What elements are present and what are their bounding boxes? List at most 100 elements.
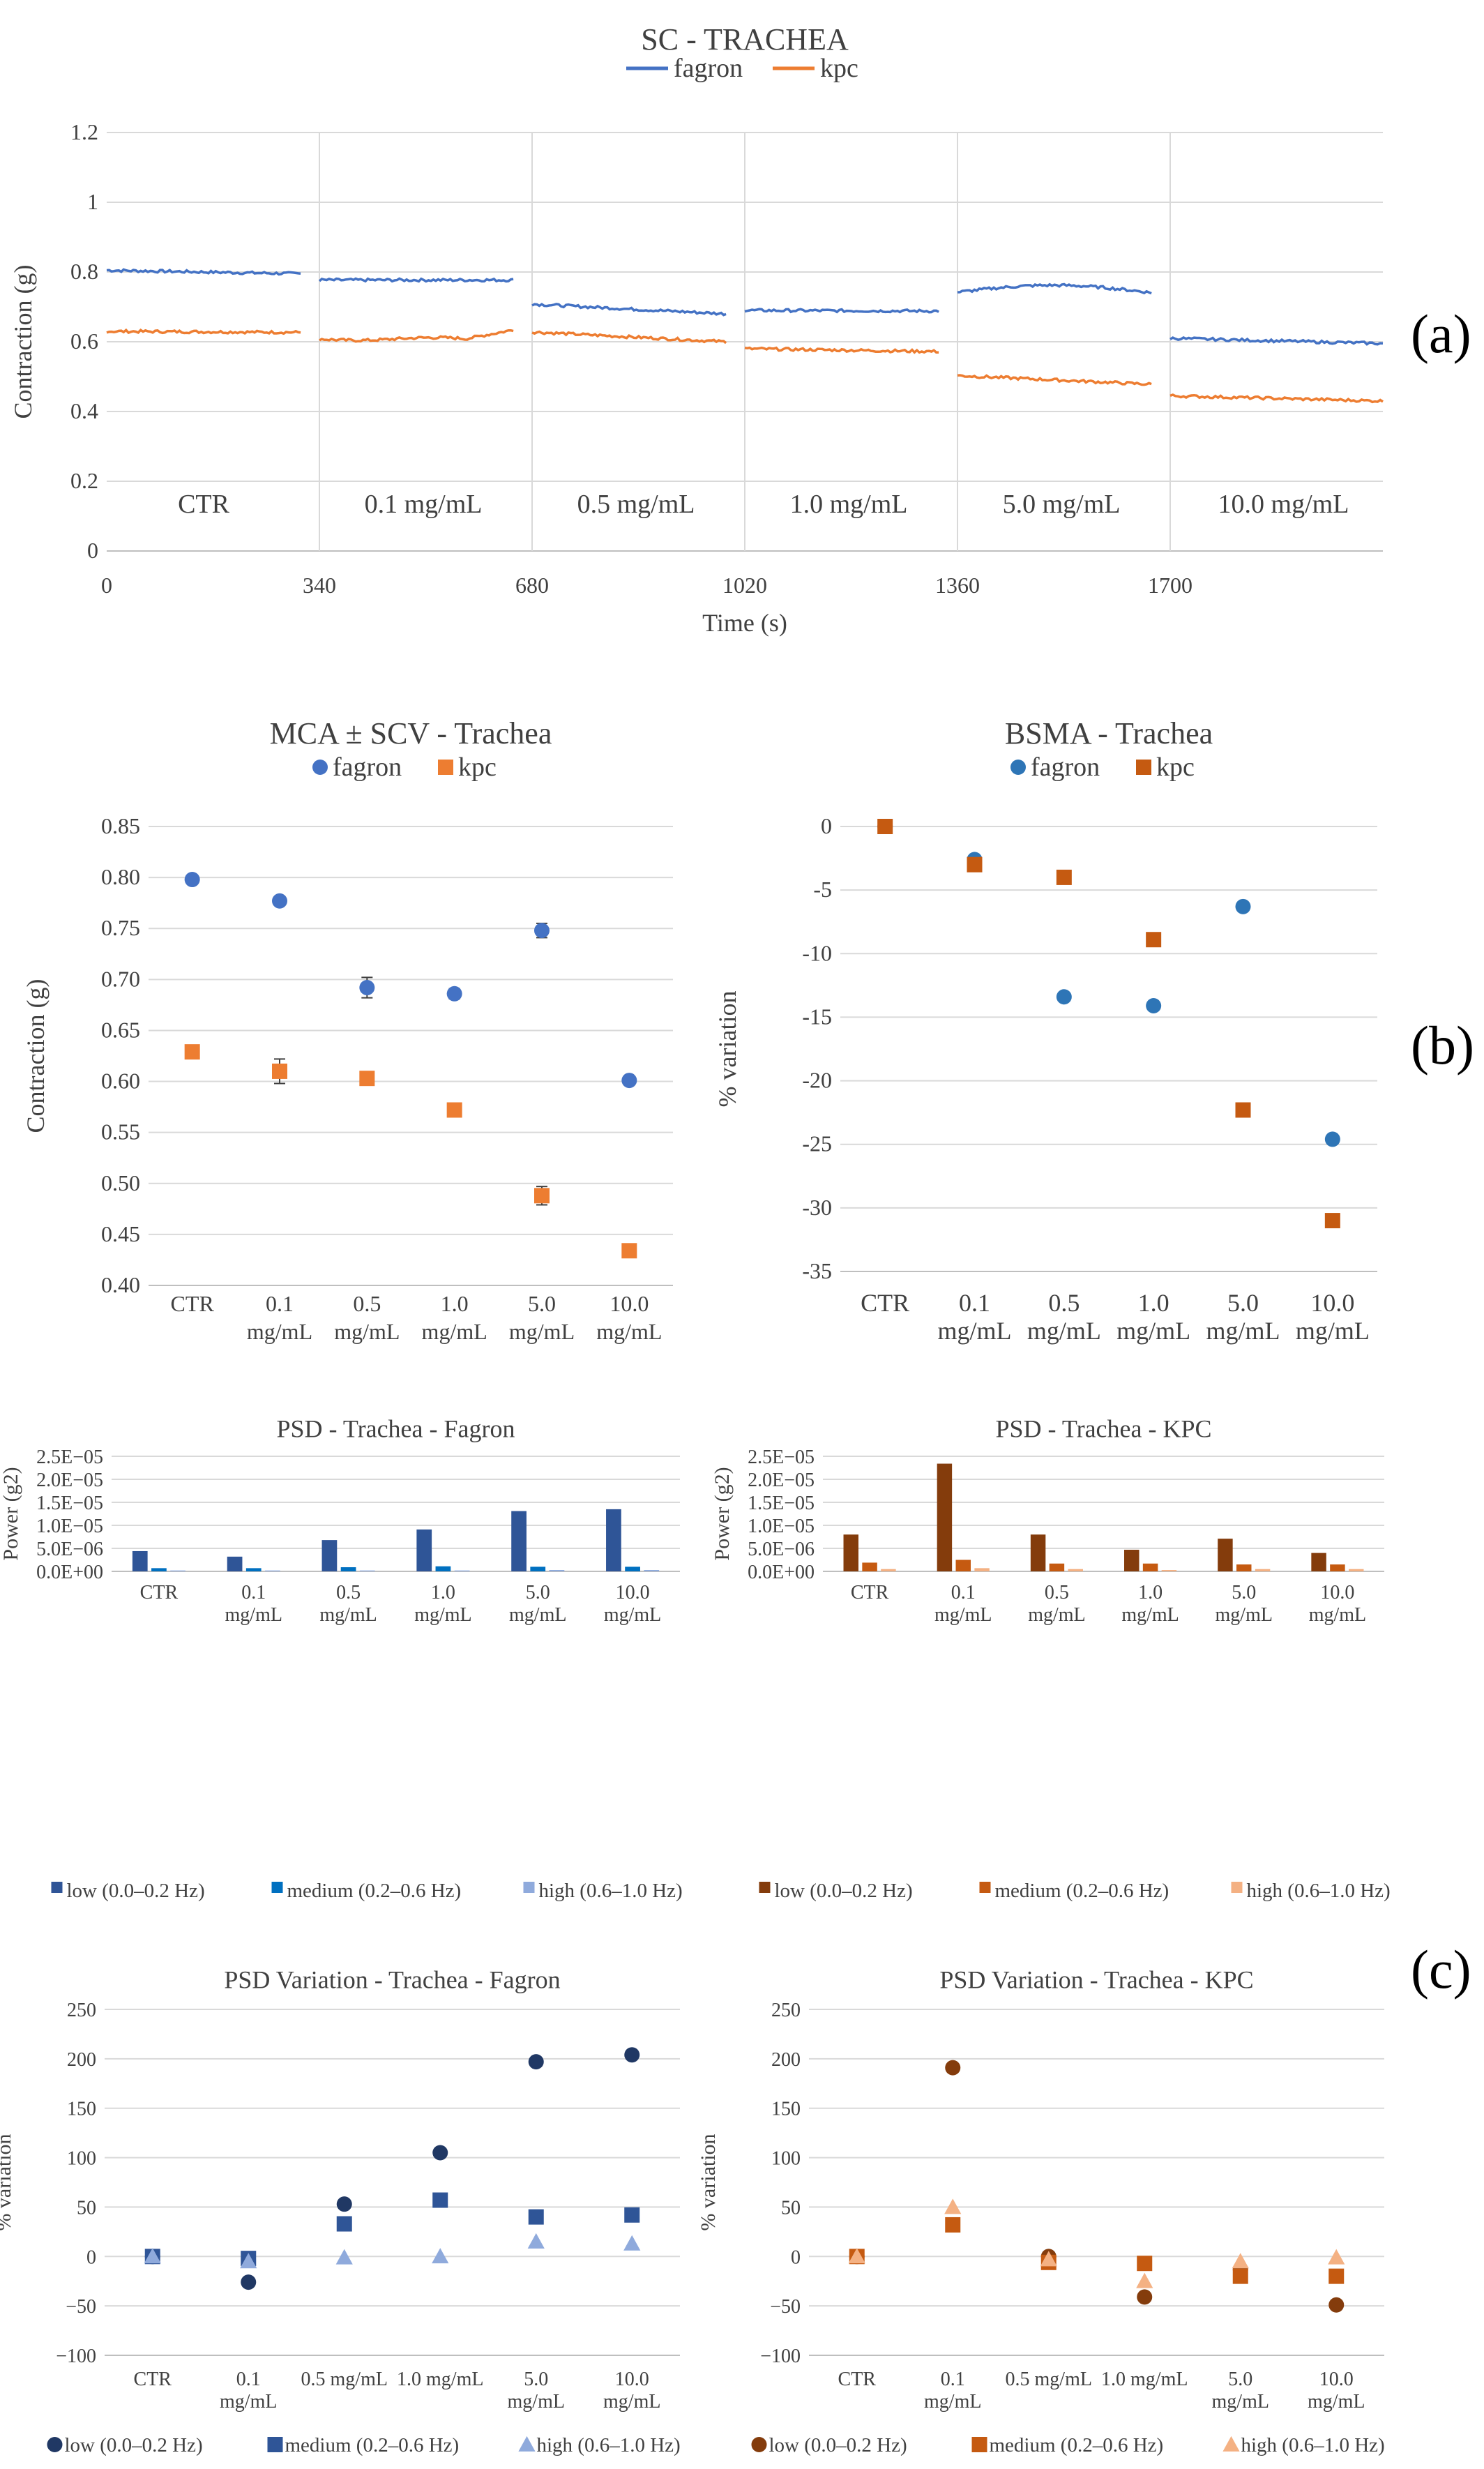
x-tick-label: mg/mL	[422, 1319, 487, 1344]
x-tick-label: 0.5 mg/mL	[1006, 2369, 1092, 2390]
y-tick-label: 250	[67, 2000, 96, 2021]
y-tick-label: 0	[87, 538, 98, 563]
legend: low (0.0–0.2 Hz) medium (0.2–0.6 Hz) high …	[759, 1880, 1391, 1902]
y-tick-label: 50	[781, 2197, 801, 2219]
data-point-0	[621, 1073, 637, 1089]
legend-swatch	[979, 1882, 991, 1893]
bar-2	[881, 1569, 896, 1571]
y-tick-label: 0	[86, 2247, 96, 2268]
data-point-0	[446, 986, 462, 1002]
bar-2	[1161, 1570, 1177, 1571]
data-point-1	[621, 1243, 637, 1259]
y-tick-label: 0	[821, 813, 832, 838]
y-tick-label: 5.0E−06	[36, 1539, 103, 1560]
bar-1	[340, 1567, 356, 1571]
data-point-2	[1040, 2251, 1057, 2267]
x-tick-label: mg/mL	[1028, 1604, 1085, 1626]
legend-swatch	[271, 1882, 283, 1893]
data-point-1	[184, 1044, 200, 1060]
data-point-2	[944, 2198, 962, 2214]
x-tick-label: 10.0	[1320, 1582, 1354, 1603]
y-tick-label: 0.75	[101, 915, 140, 940]
y-tick-label: -10	[802, 940, 832, 965]
x-tick-label: 10.0	[1310, 1289, 1354, 1317]
y-tick-label: -5	[813, 877, 832, 902]
segment-label: 5.0 mg/mL	[1003, 490, 1121, 519]
y-tick-label: 0.70	[101, 966, 140, 991]
legend-label: low (0.0–0.2 Hz)	[769, 2434, 907, 2456]
y-tick-label: 0.0E+00	[748, 1562, 815, 1583]
data-point-1	[272, 1063, 287, 1079]
chart-title: PSD - Trachea - Fagron	[277, 1415, 515, 1443]
series-line-kpc	[957, 374, 1152, 386]
series-line-kpc	[106, 328, 301, 335]
x-tick-label: 0.5 mg/mL	[301, 2369, 388, 2390]
legend-label: low (0.0–0.2 Hz)	[67, 1880, 205, 1902]
bar-1	[955, 1560, 971, 1571]
data-point-0	[184, 872, 200, 888]
x-tick-label: mg/mL	[1206, 1317, 1280, 1345]
y-tick-label: 0.45	[101, 1221, 140, 1246]
x-tick-label: mg/mL	[1121, 1604, 1179, 1626]
data-point-1	[1056, 869, 1072, 885]
y-tick-label: -30	[802, 1195, 832, 1220]
bar-0	[1030, 1534, 1046, 1571]
y-tick-label: 1	[87, 189, 98, 214]
x-tick-label: 0.5	[1045, 1582, 1069, 1603]
x-tick-label: 0	[101, 573, 112, 598]
x-tick-label: 5.0	[528, 1291, 556, 1316]
series-line-fagron	[106, 268, 301, 276]
series-line-fagron	[1169, 336, 1384, 346]
y-tick-label: 1.5E−05	[36, 1493, 103, 1514]
data-point-0	[432, 2145, 448, 2161]
legend: low (0.0–0.2 Hz) medium (0.2–0.6 Hz) high …	[47, 2434, 681, 2456]
data-point-0	[1146, 998, 1162, 1014]
x-tick-label: 5.0	[524, 2369, 548, 2390]
x-tick-label: 340	[303, 573, 336, 598]
y-axis-label: Contraction (g)	[9, 265, 37, 419]
bar-0	[1124, 1549, 1140, 1571]
chart-varf: PSD Variation - Trachea - Fagron low (0.0…	[0, 1966, 681, 2456]
y-tick-label: 0.40	[101, 1272, 140, 1297]
x-tick-label: mg/mL	[924, 2391, 981, 2413]
chart-title: BSMA - Trachea	[1005, 716, 1213, 750]
y-tick-label: 0.85	[101, 813, 140, 838]
segment-label: CTR	[178, 490, 230, 519]
data-point-0	[336, 2196, 352, 2212]
bar-0	[606, 1509, 621, 1571]
y-tick-label: 0.80	[101, 864, 140, 889]
legend-marker	[971, 2437, 987, 2452]
y-tick-label: -35	[802, 1258, 832, 1283]
x-tick-label: CTR	[838, 2369, 877, 2390]
data-point-0	[1235, 898, 1251, 914]
chart-title: PSD Variation - Trachea - Fagron	[224, 1966, 560, 1994]
x-tick-label: mg/mL	[334, 1319, 400, 1344]
segment-label: 0.1 mg/mL	[365, 490, 483, 519]
legend: fagron kpc	[312, 753, 497, 782]
y-tick-label: 2.5E−05	[748, 1447, 815, 1468]
segment-label: 10.0 mg/mL	[1218, 490, 1349, 519]
legend-label: high (0.6–1.0 Hz)	[537, 2434, 681, 2456]
x-tick-label: CTR	[134, 2369, 172, 2390]
x-tick-label: 0.5	[1048, 1289, 1080, 1317]
y-tick-label: 1.0E−05	[36, 1516, 103, 1537]
chart-psdf: PSD - Trachea - Fagron low (0.0–0.2 Hz) me…	[0, 1415, 683, 1902]
data-point-0	[272, 893, 287, 909]
legend-label: medium (0.2–0.6 Hz)	[990, 2434, 1164, 2456]
legend-label: fagron	[674, 54, 743, 83]
data-point-1	[945, 2217, 961, 2233]
legend-label: kpc	[458, 753, 497, 782]
x-tick-label: 0.5	[336, 1582, 361, 1603]
x-tick-label: 10.0	[616, 1582, 650, 1603]
bar-1	[1236, 1564, 1252, 1571]
y-tick-label: 150	[67, 2099, 96, 2120]
x-tick-label: 5.0	[1228, 2369, 1252, 2390]
data-point-0	[359, 980, 375, 996]
bar-2	[974, 1568, 990, 1571]
y-axis-label: % variation	[713, 991, 741, 1108]
y-tick-label: 0	[791, 2247, 801, 2268]
series-line-fagron	[744, 308, 939, 314]
y-tick-label: 0.60	[101, 1069, 140, 1094]
legend-marker	[312, 760, 328, 775]
x-tick-label: 1.0	[1138, 1289, 1169, 1317]
